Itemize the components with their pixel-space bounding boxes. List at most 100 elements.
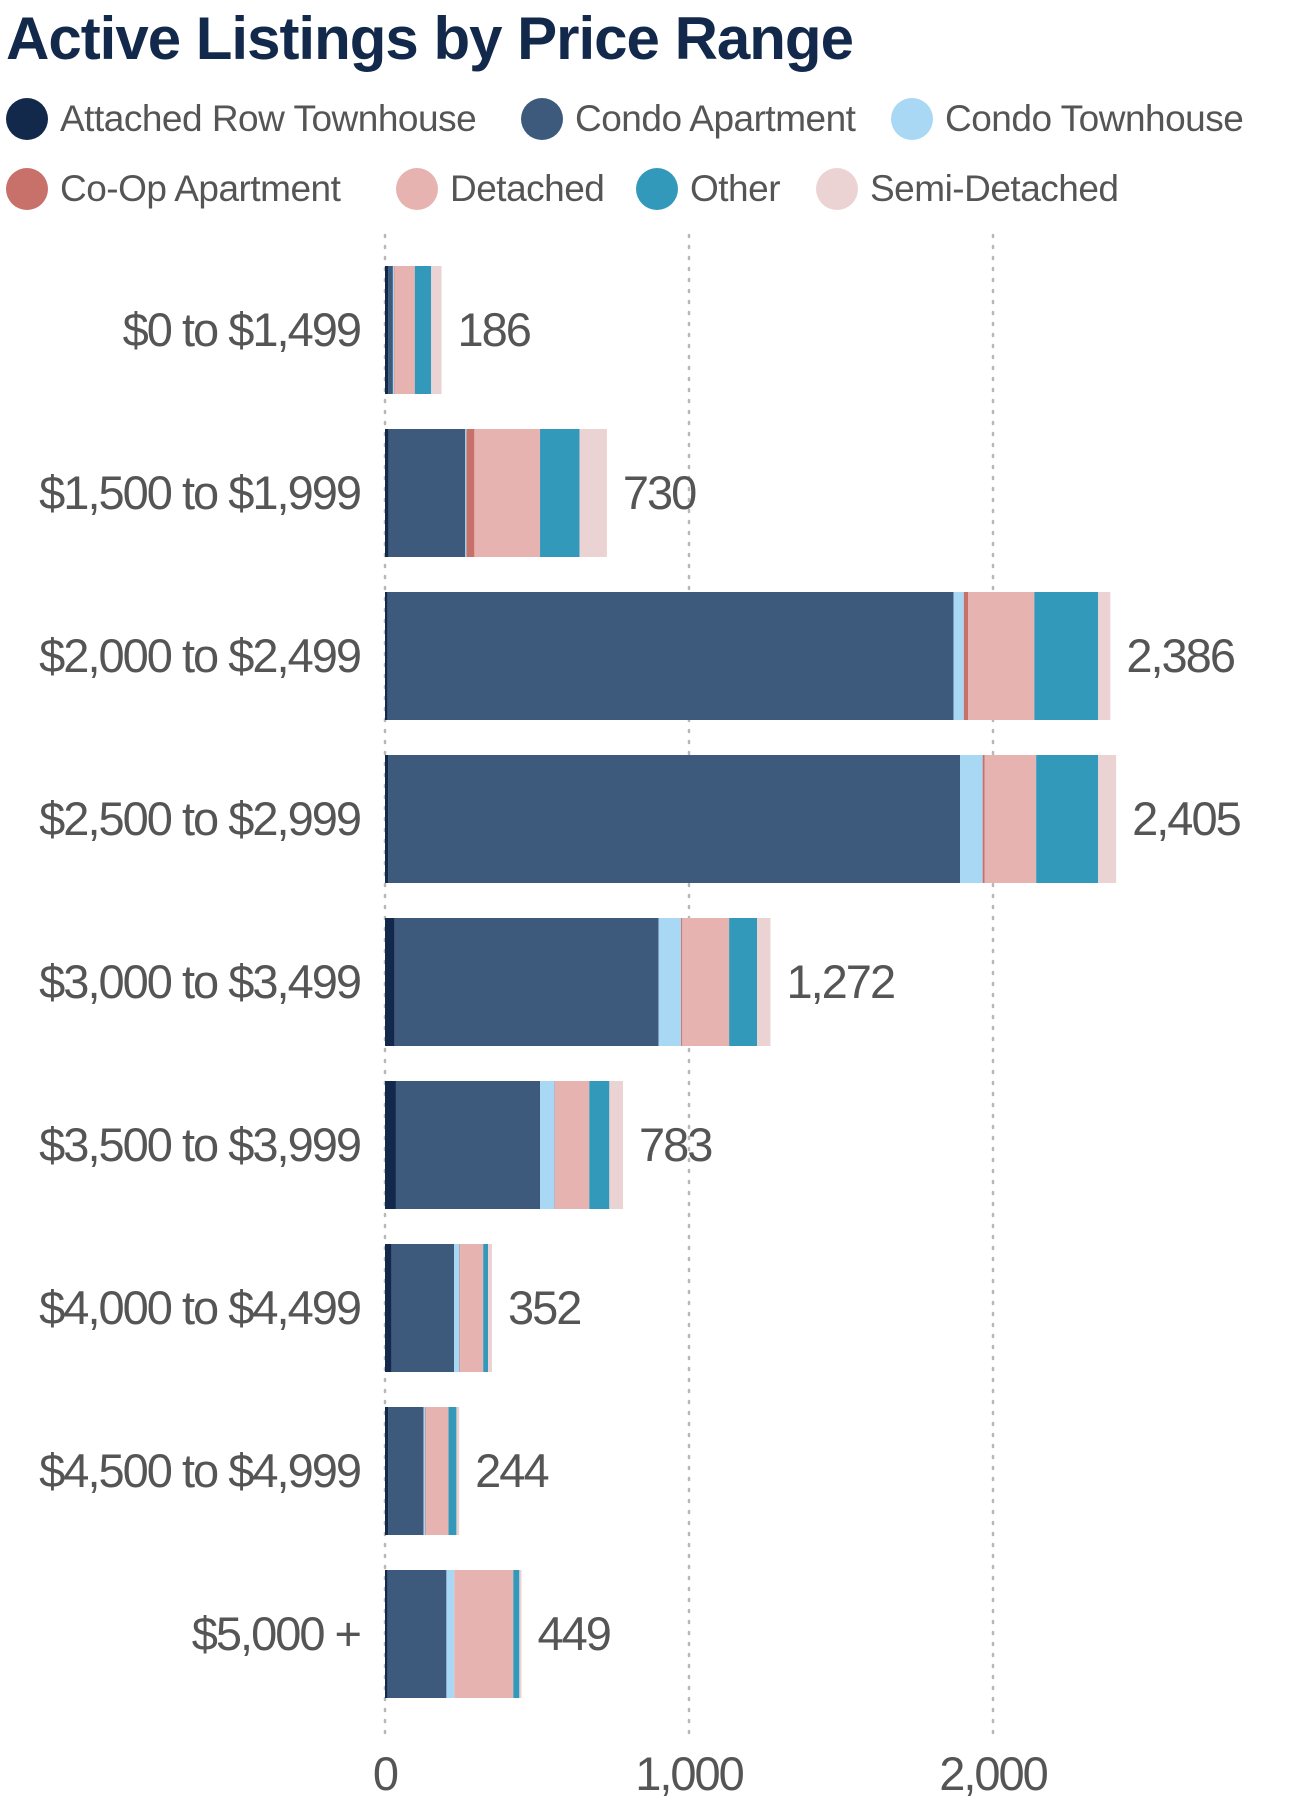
bar-segment-detached: [454, 1570, 514, 1698]
legend-item-condo-townhouse: Condo Townhouse: [891, 98, 1244, 140]
bar-segment-co-op-apartment: [554, 1081, 556, 1209]
x-tick-label: 1,000: [635, 1747, 743, 1800]
legend-label: Condo Apartment: [575, 98, 856, 139]
chart-title: Active Listings by Price Range: [6, 5, 854, 72]
legend-item-co-op-apartment: Co-Op Apartment: [6, 168, 341, 210]
bar-segment-detached: [968, 592, 1035, 720]
bar-segment-co-op-apartment: [963, 592, 969, 720]
category-label: $5,000 +: [192, 1607, 361, 1660]
bar-segment-attached-row-townhouse: [385, 592, 388, 720]
legend-label: Other: [690, 168, 781, 209]
bar-group: $2,000 to $2,499 2,386: [39, 592, 1237, 720]
legend-item-condo-apartment: Condo Apartment: [521, 98, 856, 140]
legend-swatch: [891, 98, 933, 140]
bar-segment-semi-detached: [609, 1081, 624, 1209]
bar-segment-attached-row-townhouse: [385, 1244, 392, 1372]
bar-segment-condo-townhouse: [960, 755, 983, 883]
bar-group: $1,500 to $1,999 730: [39, 429, 698, 557]
bar-segment-condo-apartment: [395, 1081, 541, 1209]
legend-label: Semi-Detached: [870, 168, 1119, 209]
bar-segment-detached: [394, 266, 415, 394]
bar-total-label: 2,386: [1126, 629, 1234, 682]
bar-segment-co-op-apartment: [459, 1244, 461, 1372]
bar-segment-condo-townhouse: [658, 918, 682, 1046]
bar-total-label: 244: [475, 1444, 548, 1497]
bar-segment-co-op-apartment: [394, 266, 395, 394]
bar-segment-detached: [555, 1081, 590, 1209]
legend-swatch: [6, 98, 48, 140]
bar-segment-condo-apartment: [391, 1244, 455, 1372]
bar-total-label: 352: [508, 1281, 580, 1334]
legend-swatch: [521, 98, 563, 140]
bar-segment-condo-apartment: [388, 1407, 424, 1535]
bar-segment-detached: [682, 918, 730, 1046]
bar-total-label: 730: [623, 466, 696, 519]
category-label: $0 to $1,499: [123, 303, 360, 356]
bar-total-label: 783: [639, 1118, 712, 1171]
bar-segment-condo-townhouse: [392, 266, 395, 394]
bar-segment-semi-detached: [431, 266, 442, 394]
legend-item-detached: Detached: [396, 168, 605, 210]
category-label: $3,500 to $3,999: [39, 1118, 360, 1171]
bar-segment-detached: [474, 429, 541, 557]
bar-segment-condo-townhouse: [423, 1407, 426, 1535]
x-tick-label: 0: [373, 1747, 398, 1800]
bar-segment-condo-apartment: [387, 592, 954, 720]
x-tick-label: 2,000: [939, 1747, 1047, 1800]
category-label: $3,000 to $3,499: [39, 955, 360, 1008]
bar-segment-condo-townhouse: [454, 1244, 460, 1372]
legend-swatch: [816, 168, 858, 210]
legend-swatch: [396, 168, 438, 210]
category-label: $1,500 to $1,999: [39, 466, 360, 519]
bar-segment-other: [1034, 592, 1099, 720]
bar-total-label: 449: [537, 1607, 609, 1660]
bar-segment-other: [1036, 755, 1099, 883]
bar-segment-semi-detached: [1098, 755, 1117, 883]
legend-label: Co-Op Apartment: [60, 168, 341, 209]
bar-segment-semi-detached: [519, 1570, 522, 1698]
legend-label: Condo Townhouse: [945, 98, 1244, 139]
bar-segment-attached-row-townhouse: [385, 918, 395, 1046]
bar-segment-semi-detached: [488, 1244, 493, 1372]
bar-total-label: 186: [458, 303, 531, 356]
bar-group: $0 to $1,499 186: [123, 266, 533, 394]
bar-segment-semi-detached: [456, 1407, 460, 1535]
bar-segment-condo-townhouse: [953, 592, 964, 720]
bar-group: $4,000 to $4,499 352: [39, 1244, 582, 1372]
legend-label: Attached Row Townhouse: [60, 98, 477, 139]
bar-group: $4,500 to $4,999 244: [39, 1407, 550, 1535]
bar-group: $2,500 to $2,999 2,405: [39, 755, 1243, 883]
bar-segment-condo-townhouse: [540, 1081, 555, 1209]
bar-segment-condo-townhouse: [446, 1570, 455, 1698]
bar-segment-other: [513, 1570, 520, 1698]
bar-segment-other: [540, 429, 580, 557]
bar-segment-other: [729, 918, 758, 1046]
category-label: $2,500 to $2,999: [39, 792, 360, 845]
bar-segment-condo-apartment: [388, 755, 961, 883]
category-label: $4,000 to $4,499: [39, 1281, 360, 1334]
bar-segment-other: [448, 1407, 457, 1535]
bar-segment-attached-row-townhouse: [385, 429, 389, 557]
bar-group: $5,000 + 449: [192, 1570, 612, 1698]
bar-segment-co-op-apartment: [982, 755, 985, 883]
bar-segment-attached-row-townhouse: [385, 1407, 389, 1535]
bar-segment-other: [589, 1081, 610, 1209]
bar-segment-detached: [984, 755, 1037, 883]
legend-swatch: [636, 168, 678, 210]
legend-item-attached-row-townhouse: Attached Row Townhouse: [6, 98, 477, 140]
legend-swatch: [6, 168, 48, 210]
bar-segment-semi-detached: [1098, 592, 1111, 720]
bar-segment-co-op-apartment: [425, 1407, 427, 1535]
bar-segment-attached-row-townhouse: [385, 755, 389, 883]
category-label: $2,000 to $2,499: [39, 629, 360, 682]
bar-segment-detached: [426, 1407, 449, 1535]
category-label: $4,500 to $4,999: [39, 1444, 360, 1497]
bar-segment-detached: [460, 1244, 484, 1372]
bar-segment-co-op-apartment: [681, 918, 683, 1046]
bar-segment-attached-row-townhouse: [385, 266, 389, 394]
bar-segment-condo-apartment: [387, 1570, 447, 1698]
legend-label: Detached: [450, 168, 605, 209]
bar-segment-condo-apartment: [388, 429, 466, 557]
bar-segment-semi-detached: [579, 429, 607, 557]
